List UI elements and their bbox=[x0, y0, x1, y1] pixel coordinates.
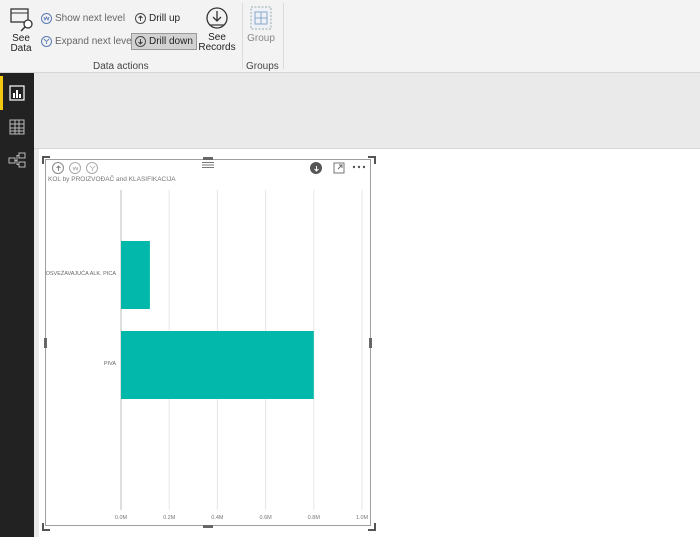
data-actions-caption: Data actions bbox=[93, 61, 149, 72]
active-indicator bbox=[0, 76, 3, 110]
expand-next-level-label: Expand next level bbox=[55, 35, 134, 47]
show-next-level-icon[interactable] bbox=[69, 162, 81, 174]
drill-down-icon bbox=[135, 36, 146, 47]
data-icon bbox=[9, 119, 25, 135]
report-view-button[interactable] bbox=[0, 76, 34, 110]
data-view-button[interactable] bbox=[0, 110, 34, 144]
x-tick-label: 0.0M bbox=[114, 515, 128, 521]
drill-down-mode-icon[interactable] bbox=[310, 162, 322, 174]
x-tick-label: 0.4M bbox=[211, 515, 224, 521]
chart-title: KOL by PROIZVOĐAČ and KLASIFIKACIJA bbox=[48, 176, 176, 183]
see-data-label: See Data bbox=[10, 33, 32, 54]
ribbon-separator-2 bbox=[283, 3, 284, 69]
drill-up-label: Drill up bbox=[149, 12, 181, 24]
show-next-level-icon bbox=[41, 12, 52, 24]
drill-down-button[interactable]: Drill down bbox=[131, 33, 197, 50]
x-tick-label: 0.6M bbox=[259, 515, 272, 521]
drill-up-icon[interactable] bbox=[52, 162, 64, 174]
left-nav bbox=[0, 73, 34, 537]
resize-handle-left[interactable] bbox=[44, 338, 47, 348]
resize-handle-top[interactable] bbox=[203, 157, 213, 160]
more-options-icon[interactable] bbox=[352, 164, 366, 170]
resize-corner[interactable] bbox=[368, 156, 376, 164]
resize-handle-right[interactable] bbox=[369, 338, 372, 348]
x-tick-label: 1.0M bbox=[355, 515, 369, 521]
y-category-label: PIVA bbox=[103, 361, 116, 367]
show-next-level-label: Show next level bbox=[55, 12, 126, 24]
bar[interactable] bbox=[121, 331, 314, 399]
group-icon bbox=[250, 6, 272, 30]
group-label: Group bbox=[247, 33, 275, 44]
bar[interactable] bbox=[121, 241, 150, 309]
resize-corner[interactable] bbox=[42, 523, 50, 531]
group-button[interactable]: Group bbox=[247, 6, 275, 44]
ribbon-separator bbox=[242, 3, 243, 69]
x-tick-label: 0.8M bbox=[307, 515, 320, 521]
expand-next-level-icon[interactable] bbox=[86, 162, 98, 174]
resize-handle-bottom[interactable] bbox=[203, 525, 213, 528]
see-data-icon bbox=[10, 8, 33, 32]
see-records-icon bbox=[206, 7, 228, 29]
groups-caption: Groups bbox=[246, 61, 279, 72]
show-next-level-button[interactable]: Show next level bbox=[41, 10, 125, 26]
see-records-label: See Records bbox=[198, 32, 236, 53]
relationships-view-button[interactable] bbox=[0, 143, 34, 177]
drill-down-label: Drill down bbox=[149, 36, 193, 47]
relationships-icon bbox=[8, 152, 26, 168]
drill-up-icon bbox=[135, 12, 146, 24]
expand-next-level-button[interactable]: Expand next level bbox=[41, 33, 134, 49]
y-category-label: OSVEŽAVAJUĆA ALK. PICA bbox=[45, 271, 116, 277]
ribbon: See Data Show next level Expand next lev… bbox=[0, 0, 700, 73]
focus-mode-icon[interactable] bbox=[333, 162, 345, 174]
x-tick-label: 0.2M bbox=[163, 515, 176, 521]
canvas-left-gutter bbox=[34, 149, 39, 537]
expand-next-level-icon bbox=[41, 35, 52, 47]
resize-corner[interactable] bbox=[368, 523, 376, 531]
see-data-button[interactable]: See Data bbox=[6, 6, 36, 54]
canvas-top-area bbox=[34, 73, 700, 149]
report-icon bbox=[9, 85, 25, 101]
drill-up-button[interactable]: Drill up bbox=[135, 10, 180, 26]
resize-corner[interactable] bbox=[42, 156, 50, 164]
see-records-button[interactable]: See Records bbox=[197, 6, 237, 53]
drag-grip-icon[interactable] bbox=[201, 161, 215, 169]
